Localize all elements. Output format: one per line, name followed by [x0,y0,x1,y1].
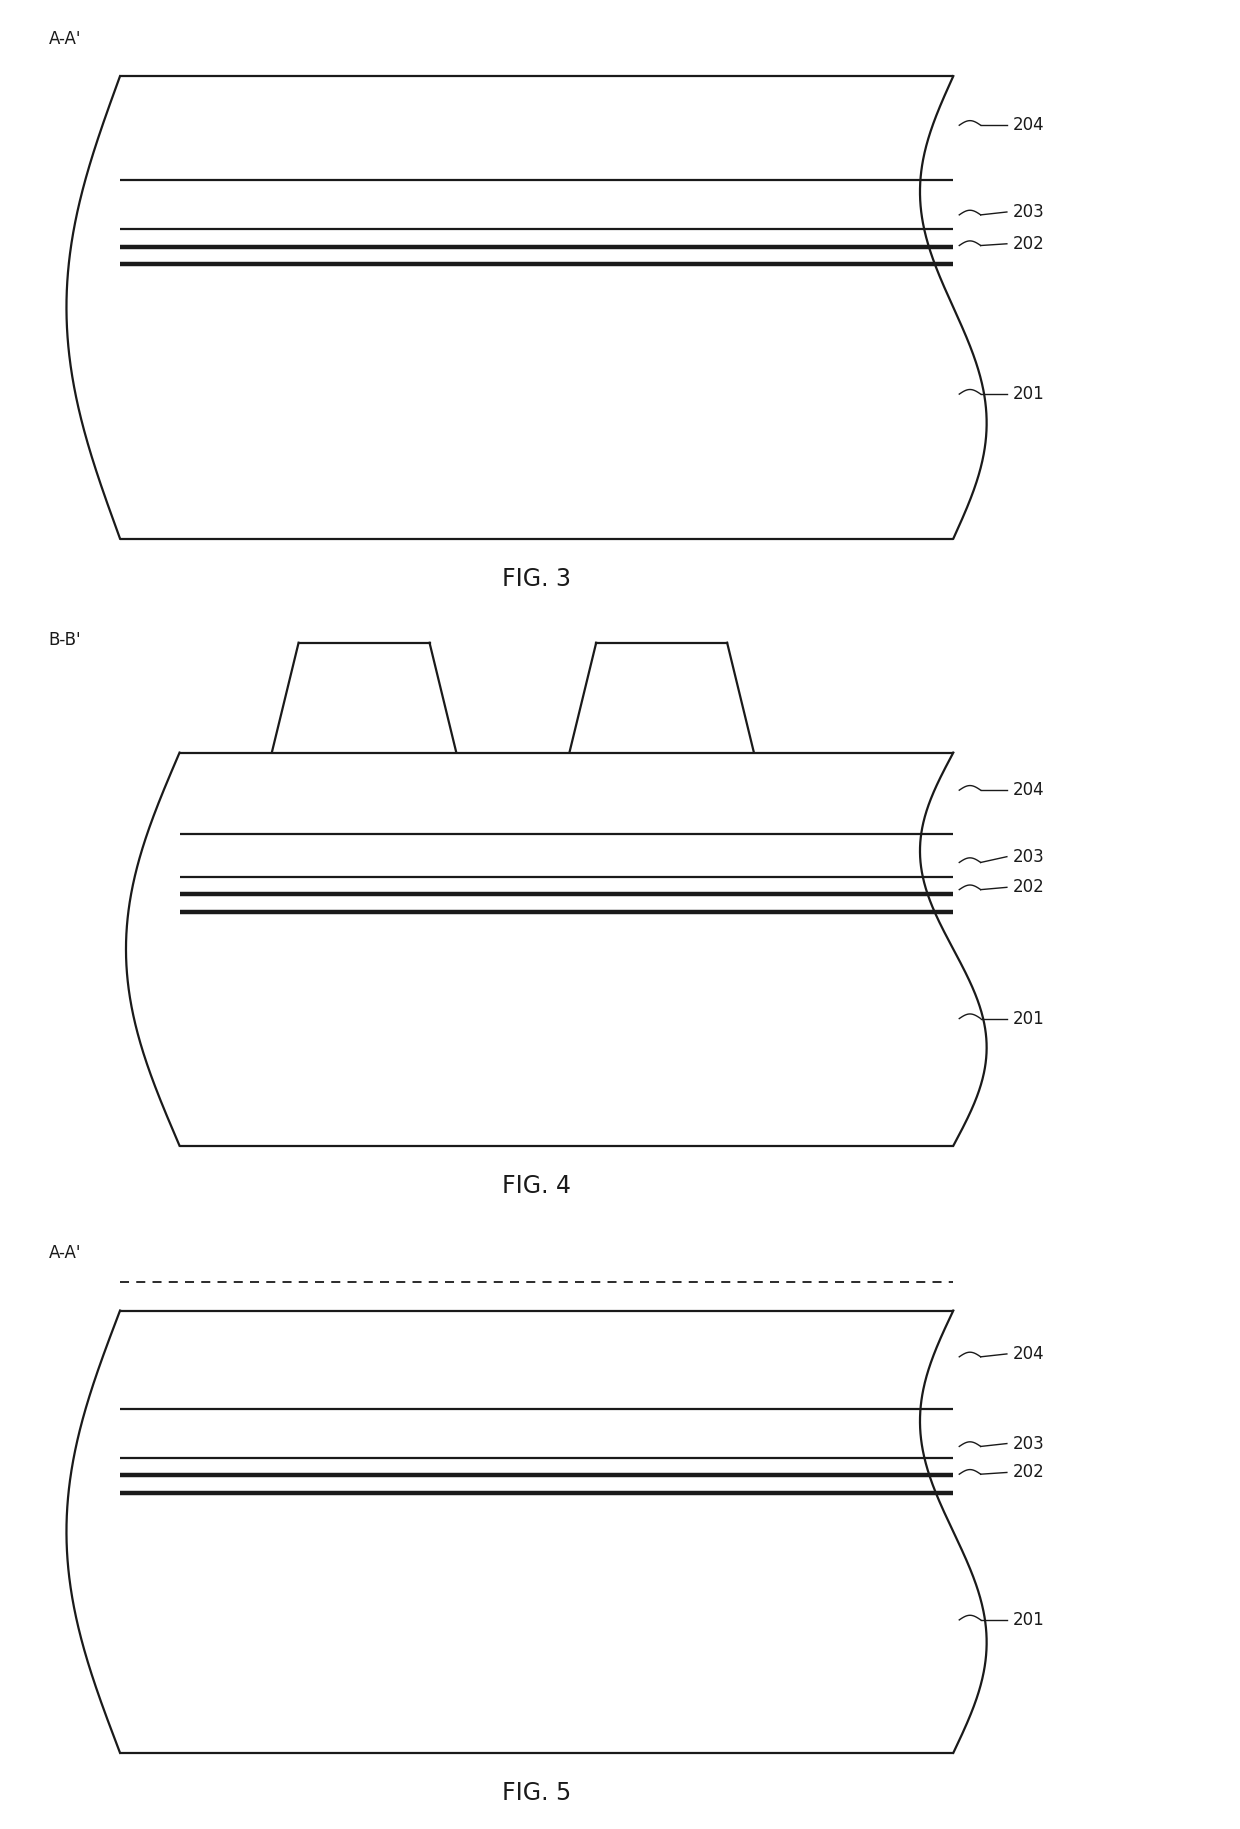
Text: FIG. 4: FIG. 4 [502,1174,572,1198]
Text: 202: 202 [1013,878,1044,896]
Text: 203: 203 [1013,203,1044,221]
Text: 204: 204 [1013,781,1044,799]
Text: 201: 201 [1013,386,1044,402]
Text: A-A': A-A' [48,1244,81,1262]
Text: 203: 203 [1013,1434,1044,1452]
Text: 201: 201 [1013,1611,1044,1630]
Text: 202: 202 [1013,1463,1044,1481]
Text: FIG. 5: FIG. 5 [502,1781,572,1805]
Text: 202: 202 [1013,234,1044,252]
Text: A-A': A-A' [48,29,81,48]
Text: 201: 201 [1013,1010,1044,1028]
Text: 204: 204 [1013,117,1044,134]
Text: 203: 203 [1013,847,1044,865]
Text: 204: 204 [1013,1344,1044,1363]
Text: B-B': B-B' [48,631,82,649]
Text: FIG. 3: FIG. 3 [502,567,572,591]
